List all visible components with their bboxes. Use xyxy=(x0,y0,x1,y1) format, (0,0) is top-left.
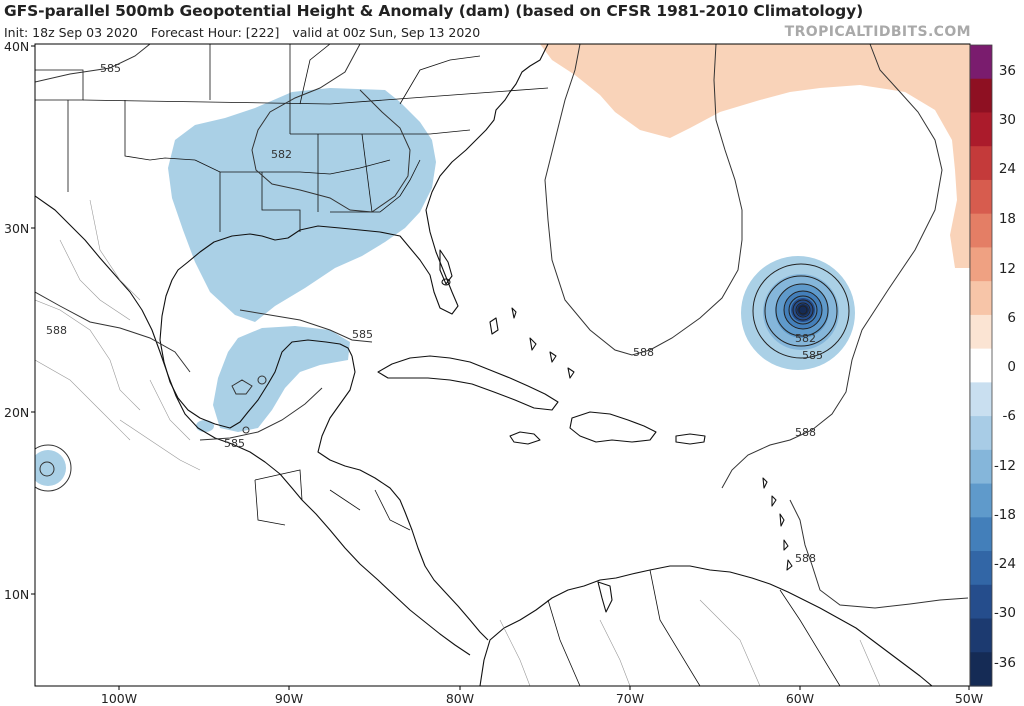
colorbar-tick-label: -6 xyxy=(1003,408,1016,424)
contour-label: 582 xyxy=(795,332,816,345)
positive-anomaly-northeast xyxy=(540,44,970,268)
negative-anomaly-small xyxy=(196,420,214,432)
colorbar-tick-label: -18 xyxy=(994,507,1016,523)
contour-label: 585 xyxy=(224,437,245,450)
init-time: Init: 18z Sep 03 2020 xyxy=(4,25,138,40)
colorbar xyxy=(969,44,993,687)
colorbar-tick-label: 12 xyxy=(999,261,1016,277)
colorbar-tick-label: -24 xyxy=(994,556,1016,572)
colorbar-swatch xyxy=(970,213,992,249)
colorbar-tick-label: 36 xyxy=(999,63,1016,79)
lat-label: 30N xyxy=(4,221,29,236)
contour-label: 585 xyxy=(100,62,121,75)
lat-label: 40N xyxy=(4,39,29,54)
colorbar-swatch xyxy=(970,584,992,620)
colorbar-tick-label: -30 xyxy=(994,605,1016,621)
lat-label: 10N xyxy=(4,587,29,602)
valid-time: valid at 00z Sun, Sep 13 2020 xyxy=(292,25,481,40)
longitude-axis xyxy=(118,686,970,690)
lon-label: 100W xyxy=(101,691,137,706)
regional-borders xyxy=(35,199,881,686)
colorbar-swatch xyxy=(970,247,992,282)
colorbar-swatch xyxy=(970,281,992,316)
colorbar-labels: 36 30 24 18 12 6 0 -6 -12 -18 -24 -30 -3… xyxy=(994,63,1016,671)
contour-label: 588 xyxy=(633,346,654,359)
site-watermark: TROPICALTIDBITS.COM xyxy=(784,24,971,40)
colorbar-tick-label: 24 xyxy=(999,161,1016,177)
lon-label: 70W xyxy=(616,691,644,706)
colorbar-swatch xyxy=(970,382,992,417)
colorbar-tick-label: 0 xyxy=(1007,359,1016,375)
political-borders xyxy=(35,44,841,686)
hurricane-anomaly xyxy=(741,256,855,370)
contour-label: 585 xyxy=(802,349,823,362)
colorbar-swatch xyxy=(970,146,992,181)
forecast-hour: Forecast Hour: [222] xyxy=(150,25,280,40)
colorbar-swatch xyxy=(970,314,992,350)
colorbar-swatch xyxy=(970,348,992,383)
colorbar-swatch xyxy=(970,551,992,586)
lon-label: 90W xyxy=(275,691,303,706)
colorbar-tick-label: -12 xyxy=(994,458,1016,474)
colorbar-tick-label: 30 xyxy=(999,112,1016,128)
contour-label: 588 xyxy=(46,324,67,337)
colorbar-swatch xyxy=(970,179,992,215)
negative-anomaly-pacific xyxy=(35,450,66,486)
contour-label: 582 xyxy=(271,148,292,161)
contour-labels: 585 582 588 585 585 588 582 585 588 588 xyxy=(46,62,823,565)
colorbar-swatch xyxy=(970,112,992,147)
colorbar-frame xyxy=(969,44,993,687)
hurricane-contours xyxy=(752,263,850,359)
lat-label: 20N xyxy=(4,405,29,420)
map-plot-area: 585 582 588 585 585 588 582 585 588 588 xyxy=(35,44,970,686)
lon-label: 60W xyxy=(786,691,814,706)
negative-anomaly-southeast-us xyxy=(168,88,436,322)
colorbar-tick-label: -36 xyxy=(994,655,1016,671)
contour-label: 588 xyxy=(795,552,816,565)
lon-label: 80W xyxy=(446,691,474,706)
lon-label: 50W xyxy=(955,691,983,706)
colorbar-swatch xyxy=(970,45,992,80)
colorbar-swatch xyxy=(970,416,992,451)
subtitle: Init: 18z Sep 03 2020 Forecast Hour: [22… xyxy=(4,25,489,40)
height-contours xyxy=(35,44,969,609)
colorbar-tick-label: 18 xyxy=(999,211,1016,227)
map-title: GFS-parallel 500mb Geopotential Height &… xyxy=(4,2,864,20)
colorbar-tick-label: 6 xyxy=(1007,310,1016,326)
contour-label: 585 xyxy=(352,328,373,341)
colorbar-swatch xyxy=(970,517,992,552)
colorbar-swatch xyxy=(970,449,992,485)
colorbar-swatch xyxy=(970,78,992,114)
latitude-axis xyxy=(31,45,35,595)
colorbar-swatch xyxy=(970,483,992,518)
colorbar-swatch xyxy=(970,652,992,687)
colorbar-swatch xyxy=(970,618,992,653)
contour-label: 588 xyxy=(795,426,816,439)
negative-anomaly-yucatan xyxy=(213,326,350,432)
